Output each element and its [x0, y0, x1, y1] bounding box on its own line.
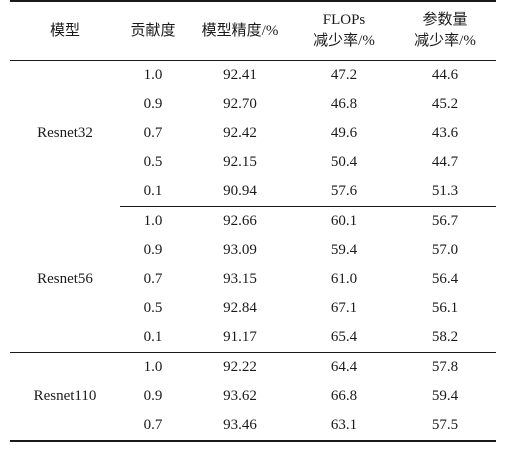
table-row: 0.7 93.46 63.1 57.5 — [10, 411, 496, 442]
params-reduction-cell: 56.1 — [431, 300, 459, 316]
table-row: 0.1 90.94 57.6 51.3 — [10, 177, 496, 207]
contribution-cell: 0.9 — [143, 388, 163, 404]
table-row: 0.1 91.17 65.4 58.2 — [10, 323, 496, 353]
contribution-cell: 1.0 — [143, 359, 163, 375]
table-row: 0.9 93.09 59.4 57.0 — [10, 236, 496, 265]
flops-reduction-cell: 50.4 — [330, 154, 358, 170]
header-flops-line1: FLOPs — [322, 12, 366, 28]
params-reduction-cell: 45.2 — [431, 96, 459, 112]
pruning-results-table: 模型 贡献度 模型精度/% FLOPs 减少率/% 参数量 减少率/% Resn… — [10, 0, 496, 442]
header-flops-line2: 减少率/% — [313, 33, 375, 49]
results-table-container: 模型 贡献度 模型精度/% FLOPs 减少率/% 参数量 减少率/% Resn… — [10, 0, 496, 442]
accuracy-cell: 92.70 — [223, 96, 257, 112]
params-reduction-cell: 57.8 — [431, 359, 459, 375]
params-reduction-cell: 51.3 — [394, 177, 496, 207]
flops-reduction-cell: 57.6 — [294, 177, 394, 207]
header-flops-reduction: FLOPs 减少率/% — [294, 0, 394, 61]
accuracy-cell: 90.94 — [186, 177, 294, 207]
contribution-cell: 0.1 — [120, 177, 186, 207]
accuracy-cell: 93.46 — [186, 411, 294, 442]
flops-reduction-cell: 47.2 — [330, 67, 358, 83]
params-reduction-cell: 44.6 — [431, 67, 459, 83]
flops-reduction-cell: 46.8 — [330, 96, 358, 112]
header-model: 模型 — [10, 0, 120, 61]
header-params-line2: 减少率/% — [414, 33, 476, 49]
contribution-cell: 0.5 — [143, 300, 163, 316]
table-row: 0.5 92.15 50.4 44.7 — [10, 148, 496, 177]
params-reduction-cell: 59.4 — [431, 388, 459, 404]
flops-reduction-cell: 61.0 — [330, 271, 358, 287]
table-row: Resnet56 1.0 92.66 60.1 56.7 — [10, 206, 496, 353]
table-row: Resnet32 1.0 92.41 47.2 44.6 — [10, 61, 496, 141]
table-row: 0.7 93.15 61.0 56.4 — [10, 265, 496, 294]
accuracy-cell: 92.66 — [223, 213, 257, 229]
params-reduction-cell: 57.5 — [394, 411, 496, 442]
header-accuracy: 模型精度/% — [186, 0, 294, 61]
model-name-cell: Resnet110 — [10, 352, 120, 442]
params-reduction-cell: 58.2 — [394, 323, 496, 353]
accuracy-cell: 92.42 — [223, 125, 257, 141]
accuracy-cell: 93.62 — [223, 388, 257, 404]
contribution-cell: 0.7 — [120, 411, 186, 442]
contribution-cell: 0.5 — [143, 154, 163, 170]
header-params-line1: 参数量 — [422, 12, 468, 28]
params-reduction-cell: 43.6 — [431, 125, 459, 141]
header-contribution: 贡献度 — [120, 0, 186, 61]
accuracy-cell: 91.17 — [186, 323, 294, 353]
model-name-cell: Resnet32 — [37, 125, 93, 142]
header-params-reduction: 参数量 减少率/% — [394, 0, 496, 61]
contribution-cell: 0.9 — [143, 242, 163, 258]
accuracy-cell: 92.15 — [223, 154, 257, 170]
accuracy-cell: 92.84 — [223, 300, 257, 316]
table-row: 0.7 92.42 49.6 43.6 — [10, 119, 496, 148]
flops-reduction-cell: 66.8 — [330, 388, 358, 404]
flops-reduction-cell: 60.1 — [330, 213, 358, 229]
accuracy-cell: 92.22 — [223, 359, 257, 375]
table-row: 0.9 93.62 66.8 59.4 — [10, 382, 496, 411]
flops-reduction-cell: 59.4 — [330, 242, 358, 258]
table-row: Resnet110 1.0 92.22 64.4 57.8 — [10, 352, 496, 442]
accuracy-cell: 93.15 — [223, 271, 257, 287]
contribution-cell: 0.9 — [143, 96, 163, 112]
params-reduction-cell: 56.4 — [431, 271, 459, 287]
params-reduction-cell: 56.7 — [431, 213, 459, 229]
flops-reduction-cell: 49.6 — [330, 125, 358, 141]
contribution-cell: 1.0 — [143, 67, 163, 83]
model-name-cell: Resnet56 — [10, 206, 120, 353]
params-reduction-cell: 44.7 — [431, 154, 459, 170]
contribution-cell: 0.7 — [143, 125, 163, 141]
flops-reduction-cell: 65.4 — [294, 323, 394, 353]
flops-reduction-cell: 67.1 — [330, 300, 358, 316]
accuracy-cell: 92.41 — [223, 67, 257, 83]
accuracy-cell: 93.09 — [223, 242, 257, 258]
flops-reduction-cell: 64.4 — [330, 359, 358, 375]
contribution-cell: 0.1 — [120, 323, 186, 353]
table-row: 0.5 92.84 67.1 56.1 — [10, 294, 496, 323]
flops-reduction-cell: 63.1 — [294, 411, 394, 442]
table-row: 0.9 92.70 46.8 45.2 — [10, 90, 496, 119]
header-row: 模型 贡献度 模型精度/% FLOPs 减少率/% 参数量 减少率/% — [10, 0, 496, 61]
contribution-cell: 0.7 — [143, 271, 163, 287]
contribution-cell: 1.0 — [143, 213, 163, 229]
params-reduction-cell: 57.0 — [431, 242, 459, 258]
